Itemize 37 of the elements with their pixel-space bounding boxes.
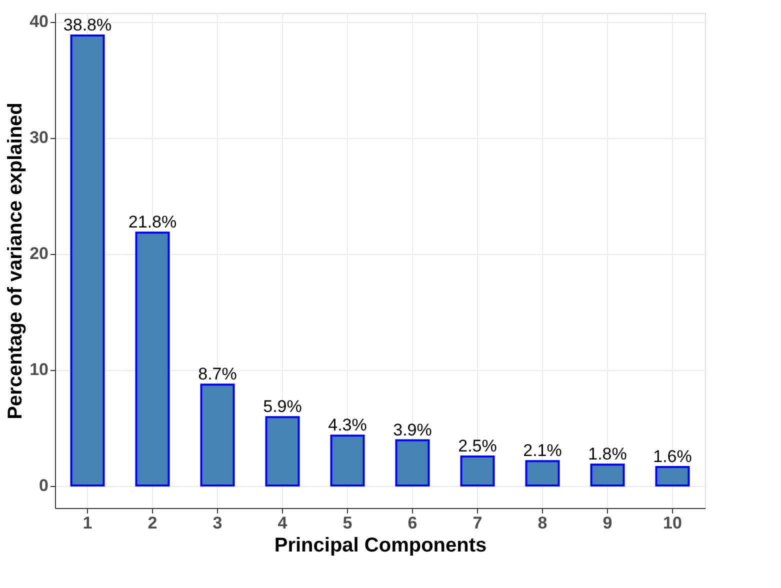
x-tick-label: 5 <box>342 514 352 532</box>
bar <box>200 384 235 486</box>
y-tick-label: 40 <box>30 12 48 32</box>
bar <box>330 434 365 486</box>
bar <box>590 464 625 486</box>
x-tick-label: 10 <box>663 514 682 532</box>
x-tick-label: 3 <box>212 514 222 532</box>
y-tick-label: 30 <box>30 128 48 148</box>
data-label: 3.9% <box>393 420 432 440</box>
x-tick-label: 7 <box>472 514 482 532</box>
x-tick-label: 9 <box>602 514 612 532</box>
bar <box>70 34 105 486</box>
bar <box>525 460 560 486</box>
data-label: 21.8% <box>128 212 177 232</box>
data-label: 2.1% <box>523 441 562 460</box>
data-label: 2.5% <box>458 436 497 456</box>
x-tick-label: 2 <box>148 514 158 532</box>
y-axis-title: Percentage of variance explained <box>4 102 27 420</box>
x-axis-title: Principal Components <box>274 534 487 556</box>
data-label: 1.6% <box>653 446 692 466</box>
x-tick-label: 4 <box>278 514 288 532</box>
y-tick-label: 20 <box>30 244 48 264</box>
y-tick-label: 0 <box>39 476 48 495</box>
bar <box>135 232 170 486</box>
x-tick-label: 8 <box>538 514 548 532</box>
data-label: 8.7% <box>198 364 237 384</box>
bar <box>655 466 690 486</box>
x-tick-label: 1 <box>82 514 92 532</box>
data-label: 5.9% <box>263 397 302 416</box>
bar <box>460 456 495 486</box>
data-label: 1.8% <box>588 444 627 464</box>
data-label: 38.8% <box>63 16 112 34</box>
x-tick-label: 6 <box>408 514 418 532</box>
bar <box>395 439 430 486</box>
data-label: 4.3% <box>328 416 367 435</box>
bar <box>265 416 300 486</box>
y-tick-label: 10 <box>30 360 48 380</box>
